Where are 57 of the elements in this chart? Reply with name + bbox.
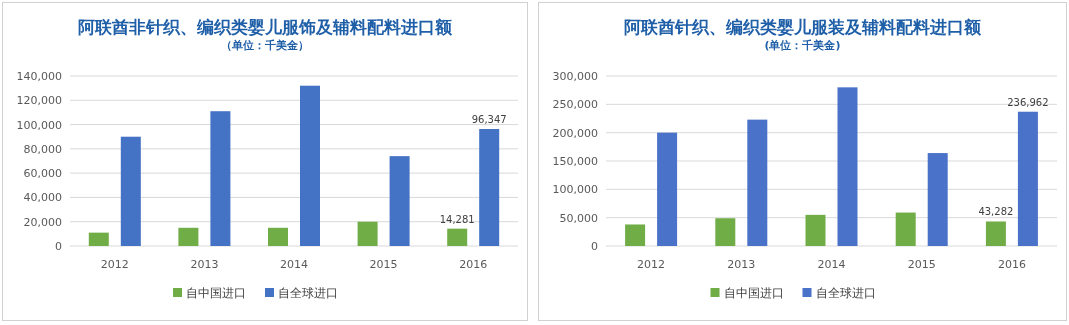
bar — [657, 132, 678, 246]
bar — [210, 111, 231, 246]
bar — [895, 212, 916, 246]
y-tick-label: 0 — [55, 240, 62, 253]
bar — [747, 119, 768, 246]
y-tick-label: 300,000 — [552, 70, 598, 83]
bar — [389, 156, 410, 246]
y-tick-label: 20,000 — [23, 215, 62, 229]
legend-label: 自全球进口 — [278, 286, 338, 300]
x-tick-label: 2012 — [100, 258, 129, 271]
x-tick-label: 2013 — [190, 258, 219, 271]
y-tick-label: 120,000 — [16, 94, 62, 108]
y-tick-label: 40,000 — [23, 191, 62, 205]
x-tick-label: 2014 — [817, 258, 846, 271]
chart-title: 阿联酋针织、编织类婴儿服装及辅料配料进口额 — [624, 17, 982, 37]
bar — [178, 227, 199, 246]
y-tick-label: 80,000 — [23, 142, 62, 156]
bar — [1017, 111, 1038, 246]
legend-label: 自全球进口 — [815, 286, 876, 300]
chart-title: 阿联酋非针织、编织类婴儿服饰及辅料配料进口额 — [78, 17, 453, 37]
bar — [447, 228, 468, 246]
y-tick-label: 60,000 — [23, 167, 62, 181]
y-tick-label: 100,000 — [552, 183, 598, 197]
chart-subtitle: (单位：千美金) — [764, 39, 841, 52]
y-tick-label: 140,000 — [16, 70, 62, 83]
x-tick-label: 2015 — [369, 258, 398, 271]
x-tick-label: 2012 — [637, 258, 666, 271]
data-label: 14,281 — [439, 213, 475, 225]
x-tick-label: 2015 — [907, 258, 936, 271]
y-tick-label: 100,000 — [16, 118, 62, 132]
x-tick-label: 2013 — [727, 258, 756, 271]
bar — [985, 221, 1006, 246]
chart-subtitle: （单位：千美金） — [221, 39, 309, 52]
data-label: 43,282 — [978, 206, 1014, 218]
bar — [805, 214, 826, 246]
bar — [268, 227, 288, 246]
bar — [120, 136, 141, 246]
bar — [300, 85, 320, 246]
bar — [479, 129, 500, 246]
x-tick-label: 2016 — [997, 258, 1026, 271]
bar — [837, 87, 858, 246]
y-tick-label: 200,000 — [552, 126, 598, 140]
legend-label: 自中国进口 — [723, 286, 784, 300]
data-label: 236,962 — [1007, 96, 1049, 108]
y-tick-label: 250,000 — [552, 98, 598, 112]
y-tick-label: 50,000 — [559, 211, 598, 225]
legend-label: 自中国进口 — [186, 286, 246, 300]
bar — [88, 232, 109, 246]
bar — [357, 221, 378, 246]
y-tick-label: 0 — [591, 240, 598, 253]
data-label: 96,347 — [471, 114, 507, 126]
bar — [625, 224, 646, 246]
y-tick-label: 150,000 — [552, 155, 598, 168]
x-tick-label: 2016 — [459, 258, 488, 271]
x-tick-label: 2014 — [280, 258, 308, 271]
bar — [715, 218, 736, 246]
bar — [927, 153, 948, 246]
